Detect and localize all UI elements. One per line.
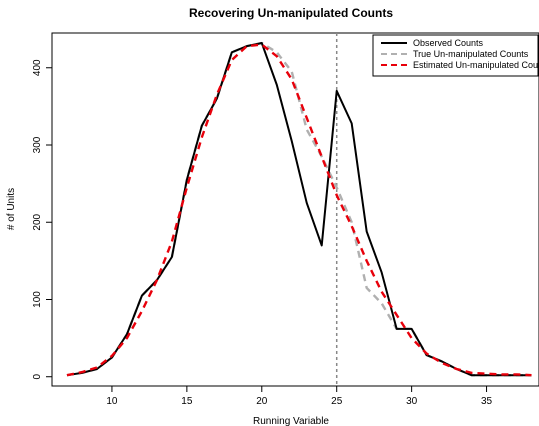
- x-axis-label: Running Variable: [253, 416, 329, 426]
- series-line-3: [67, 45, 532, 376]
- series-line-2: [67, 43, 532, 375]
- chart-title: Recovering Un-manipulated Counts: [189, 6, 393, 20]
- x-axis: 10 15 20 25 30 35: [106, 386, 492, 407]
- legend-label: Estimated Un-manipulated Counts: [413, 60, 539, 70]
- x-tick-label: 15: [181, 396, 193, 407]
- x-tick-label: 30: [406, 396, 418, 407]
- series-line-1: [67, 43, 532, 375]
- y-tick-label: 400: [32, 59, 43, 76]
- legend-label: True Un-manipulated Counts: [413, 49, 529, 59]
- y-axis-label: # of Units: [6, 188, 17, 230]
- y-tick-label: 200: [32, 213, 43, 230]
- y-tick-label: 300: [32, 136, 43, 153]
- y-tick-label: 100: [32, 291, 43, 308]
- x-tick-label: 20: [256, 396, 268, 407]
- legend-label: Observed Counts: [413, 38, 484, 48]
- x-tick-label: 25: [331, 396, 343, 407]
- y-tick-label: 0: [32, 374, 43, 380]
- series-layer: [67, 43, 532, 375]
- y-axis: 0 100 200 300 400: [32, 59, 52, 380]
- x-tick-label: 10: [106, 396, 118, 407]
- x-tick-label: 35: [481, 396, 493, 407]
